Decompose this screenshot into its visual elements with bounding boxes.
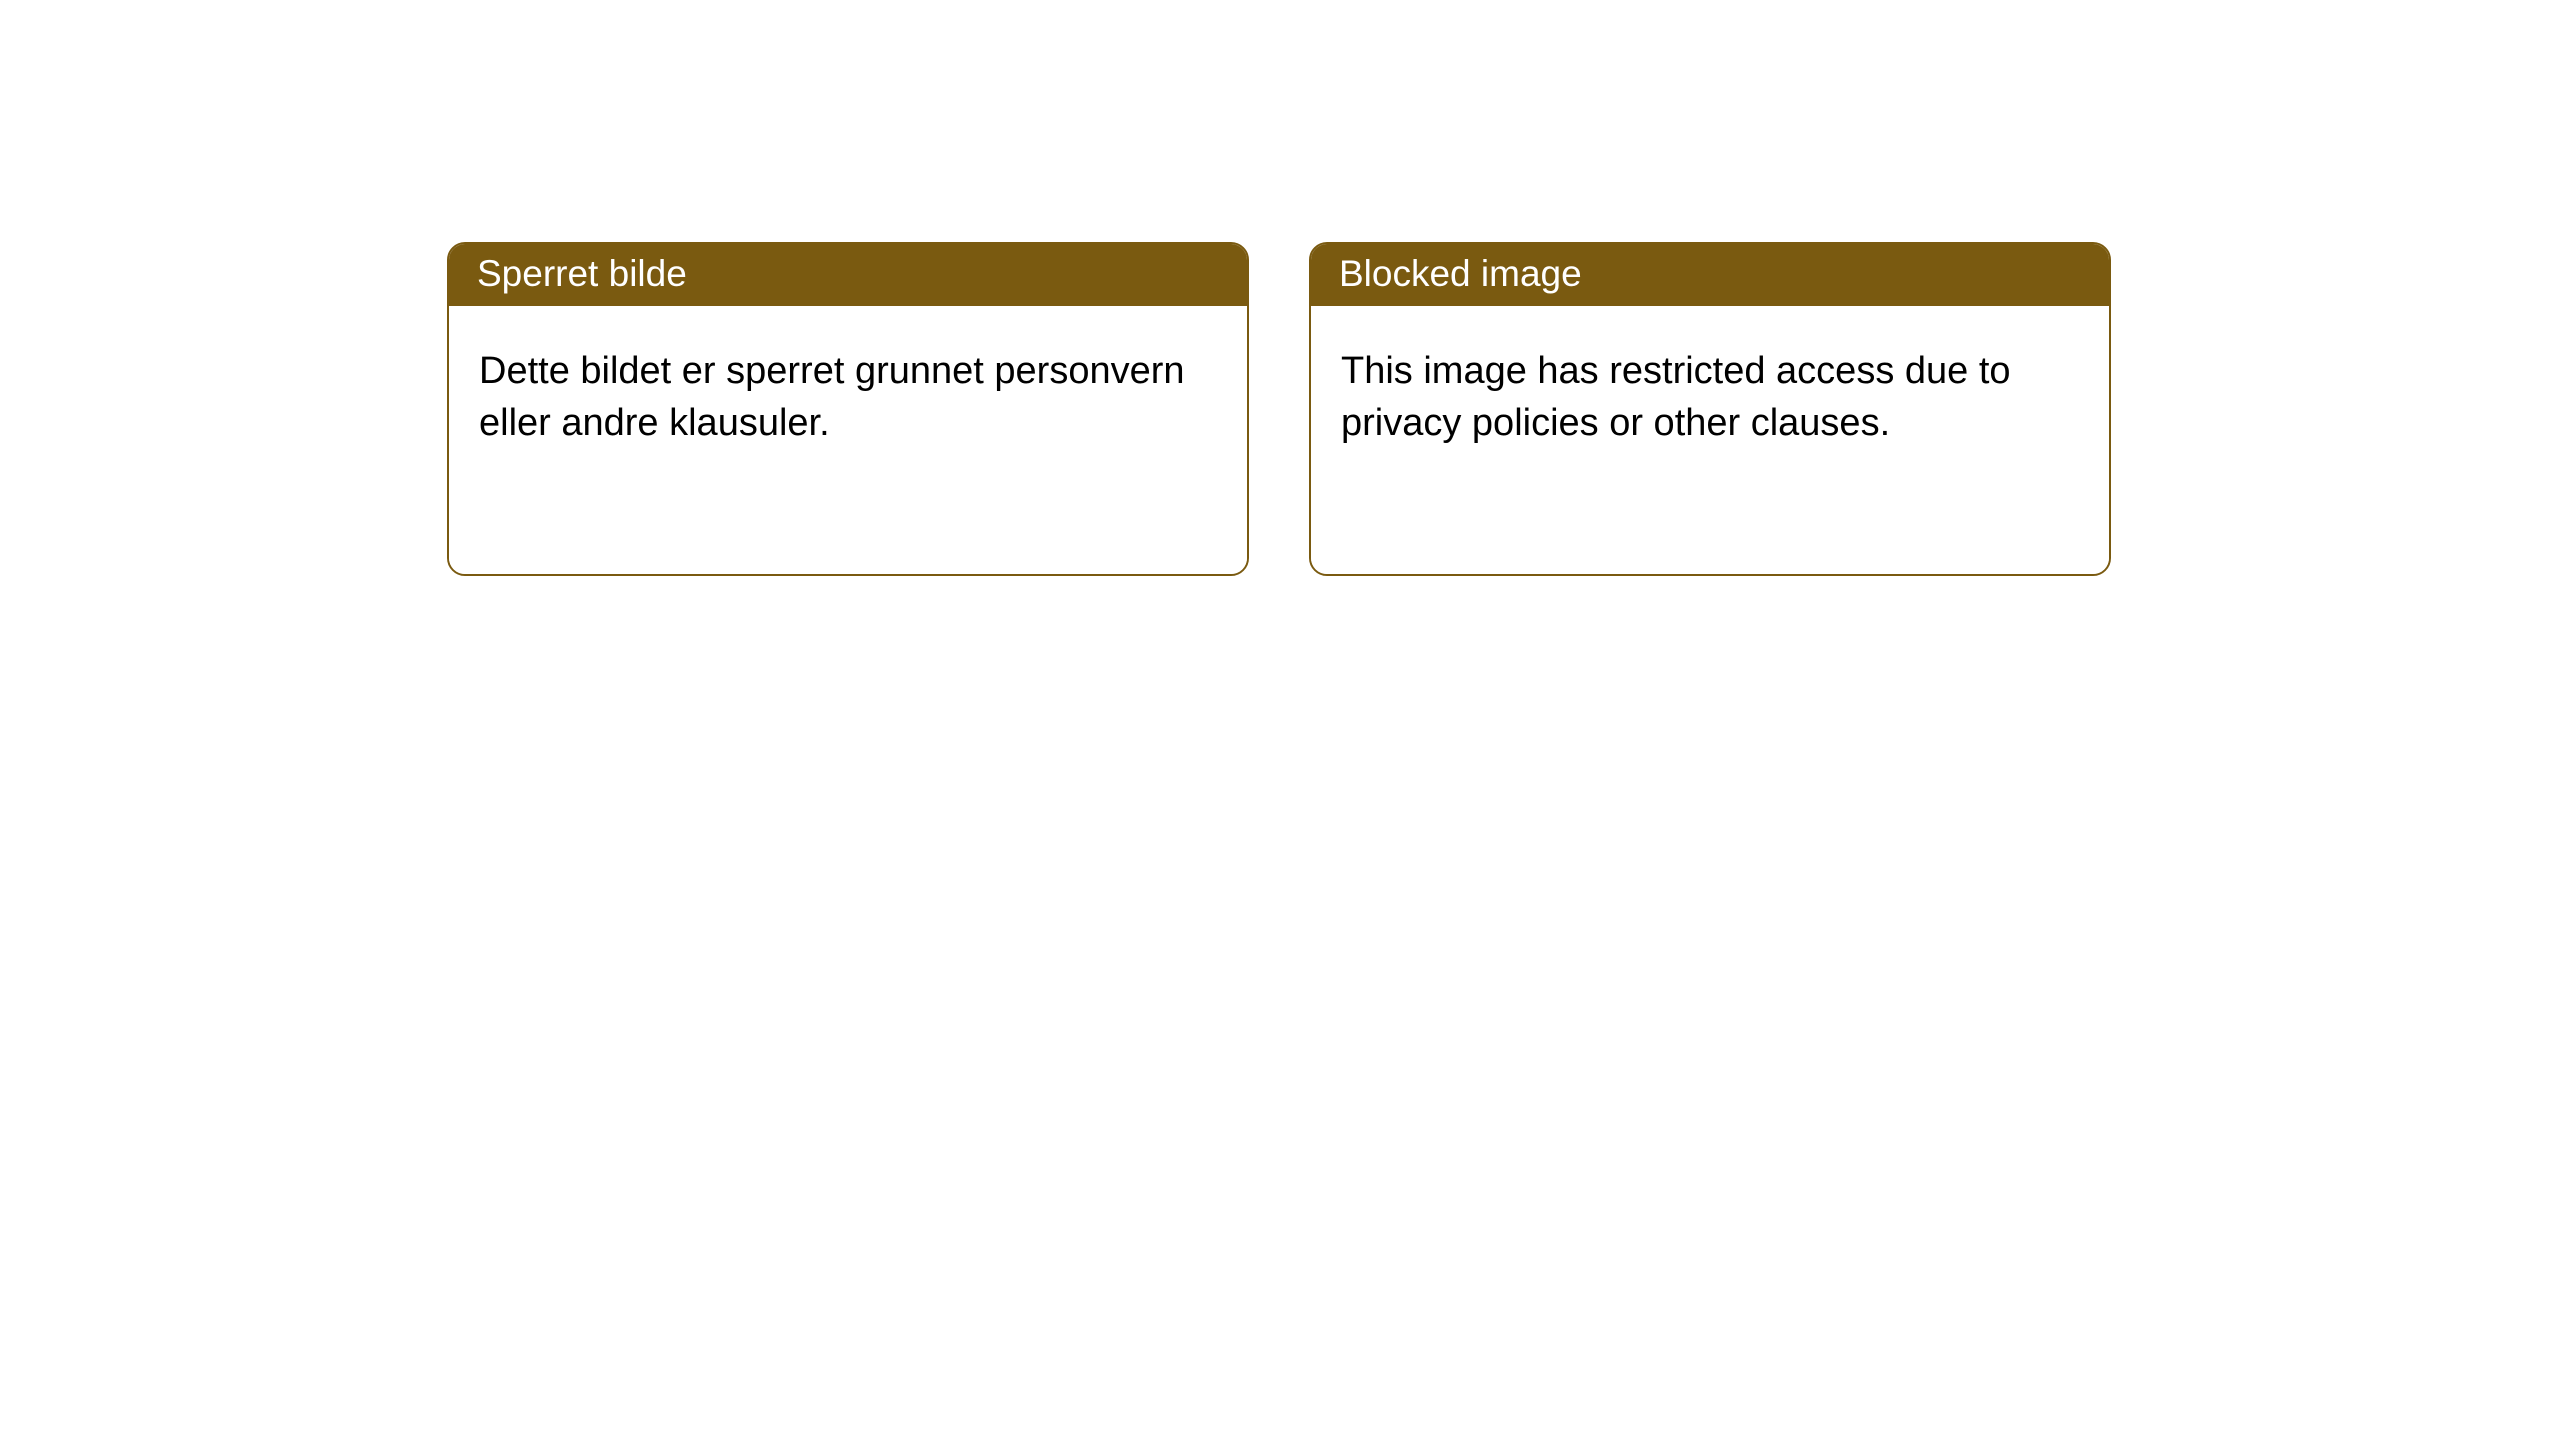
notice-body-text: Dette bildet er sperret grunnet personve… (479, 350, 1185, 443)
notice-container: Sperret bilde Dette bildet er sperret gr… (0, 0, 2560, 576)
notice-header: Sperret bilde (449, 244, 1247, 306)
notice-title: Sperret bilde (477, 253, 687, 294)
notice-card-english: Blocked image This image has restricted … (1309, 242, 2111, 576)
notice-body-text: This image has restricted access due to … (1341, 350, 2011, 443)
notice-body: Dette bildet er sperret grunnet personve… (449, 306, 1247, 574)
notice-title: Blocked image (1339, 253, 1582, 294)
notice-card-norwegian: Sperret bilde Dette bildet er sperret gr… (447, 242, 1249, 576)
notice-body: This image has restricted access due to … (1311, 306, 2109, 574)
notice-header: Blocked image (1311, 244, 2109, 306)
